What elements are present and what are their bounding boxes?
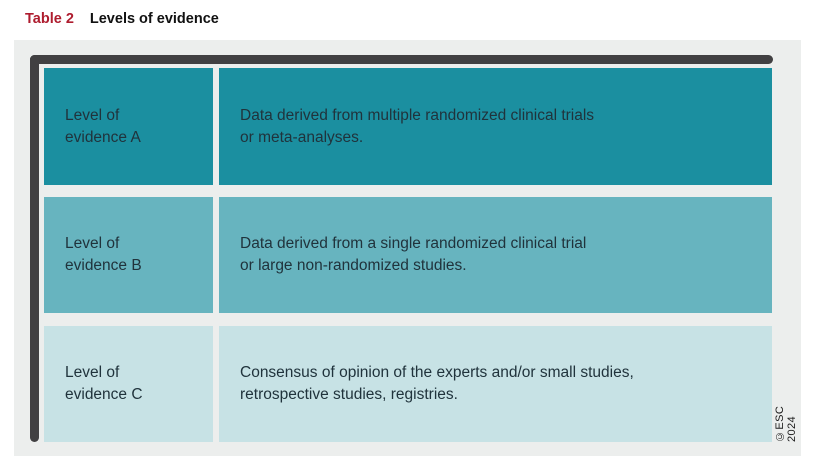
description-cell-a: Data derived from multiple randomized cl… [219,68,772,185]
table-row: Level of evidence A Data derived from mu… [44,68,772,185]
table-row: Level of evidence C Consensus of opinion… [44,326,772,442]
table-row: Level of evidence B Data derived from a … [44,197,772,313]
copyright-note: ©ESC 2024 [774,405,798,442]
level-cell-b: Level of evidence B [44,197,213,313]
level-cell-c: Level of evidence C [44,326,213,442]
table-caption-number: Table 2 [25,11,74,27]
description-cell-c: Consensus of opinion of the experts and/… [219,326,772,442]
frame-top-bar [30,55,773,64]
frame-left-bar [30,55,39,442]
description-cell-b: Data derived from a single randomized cl… [219,197,772,313]
table-caption-title: Levels of evidence [89,11,219,27]
level-cell-a: Level of evidence A [44,68,213,185]
table-panel: Level of evidence A Data derived from mu… [14,40,801,456]
table-caption: Table 2 Levels of evidence [25,11,219,27]
